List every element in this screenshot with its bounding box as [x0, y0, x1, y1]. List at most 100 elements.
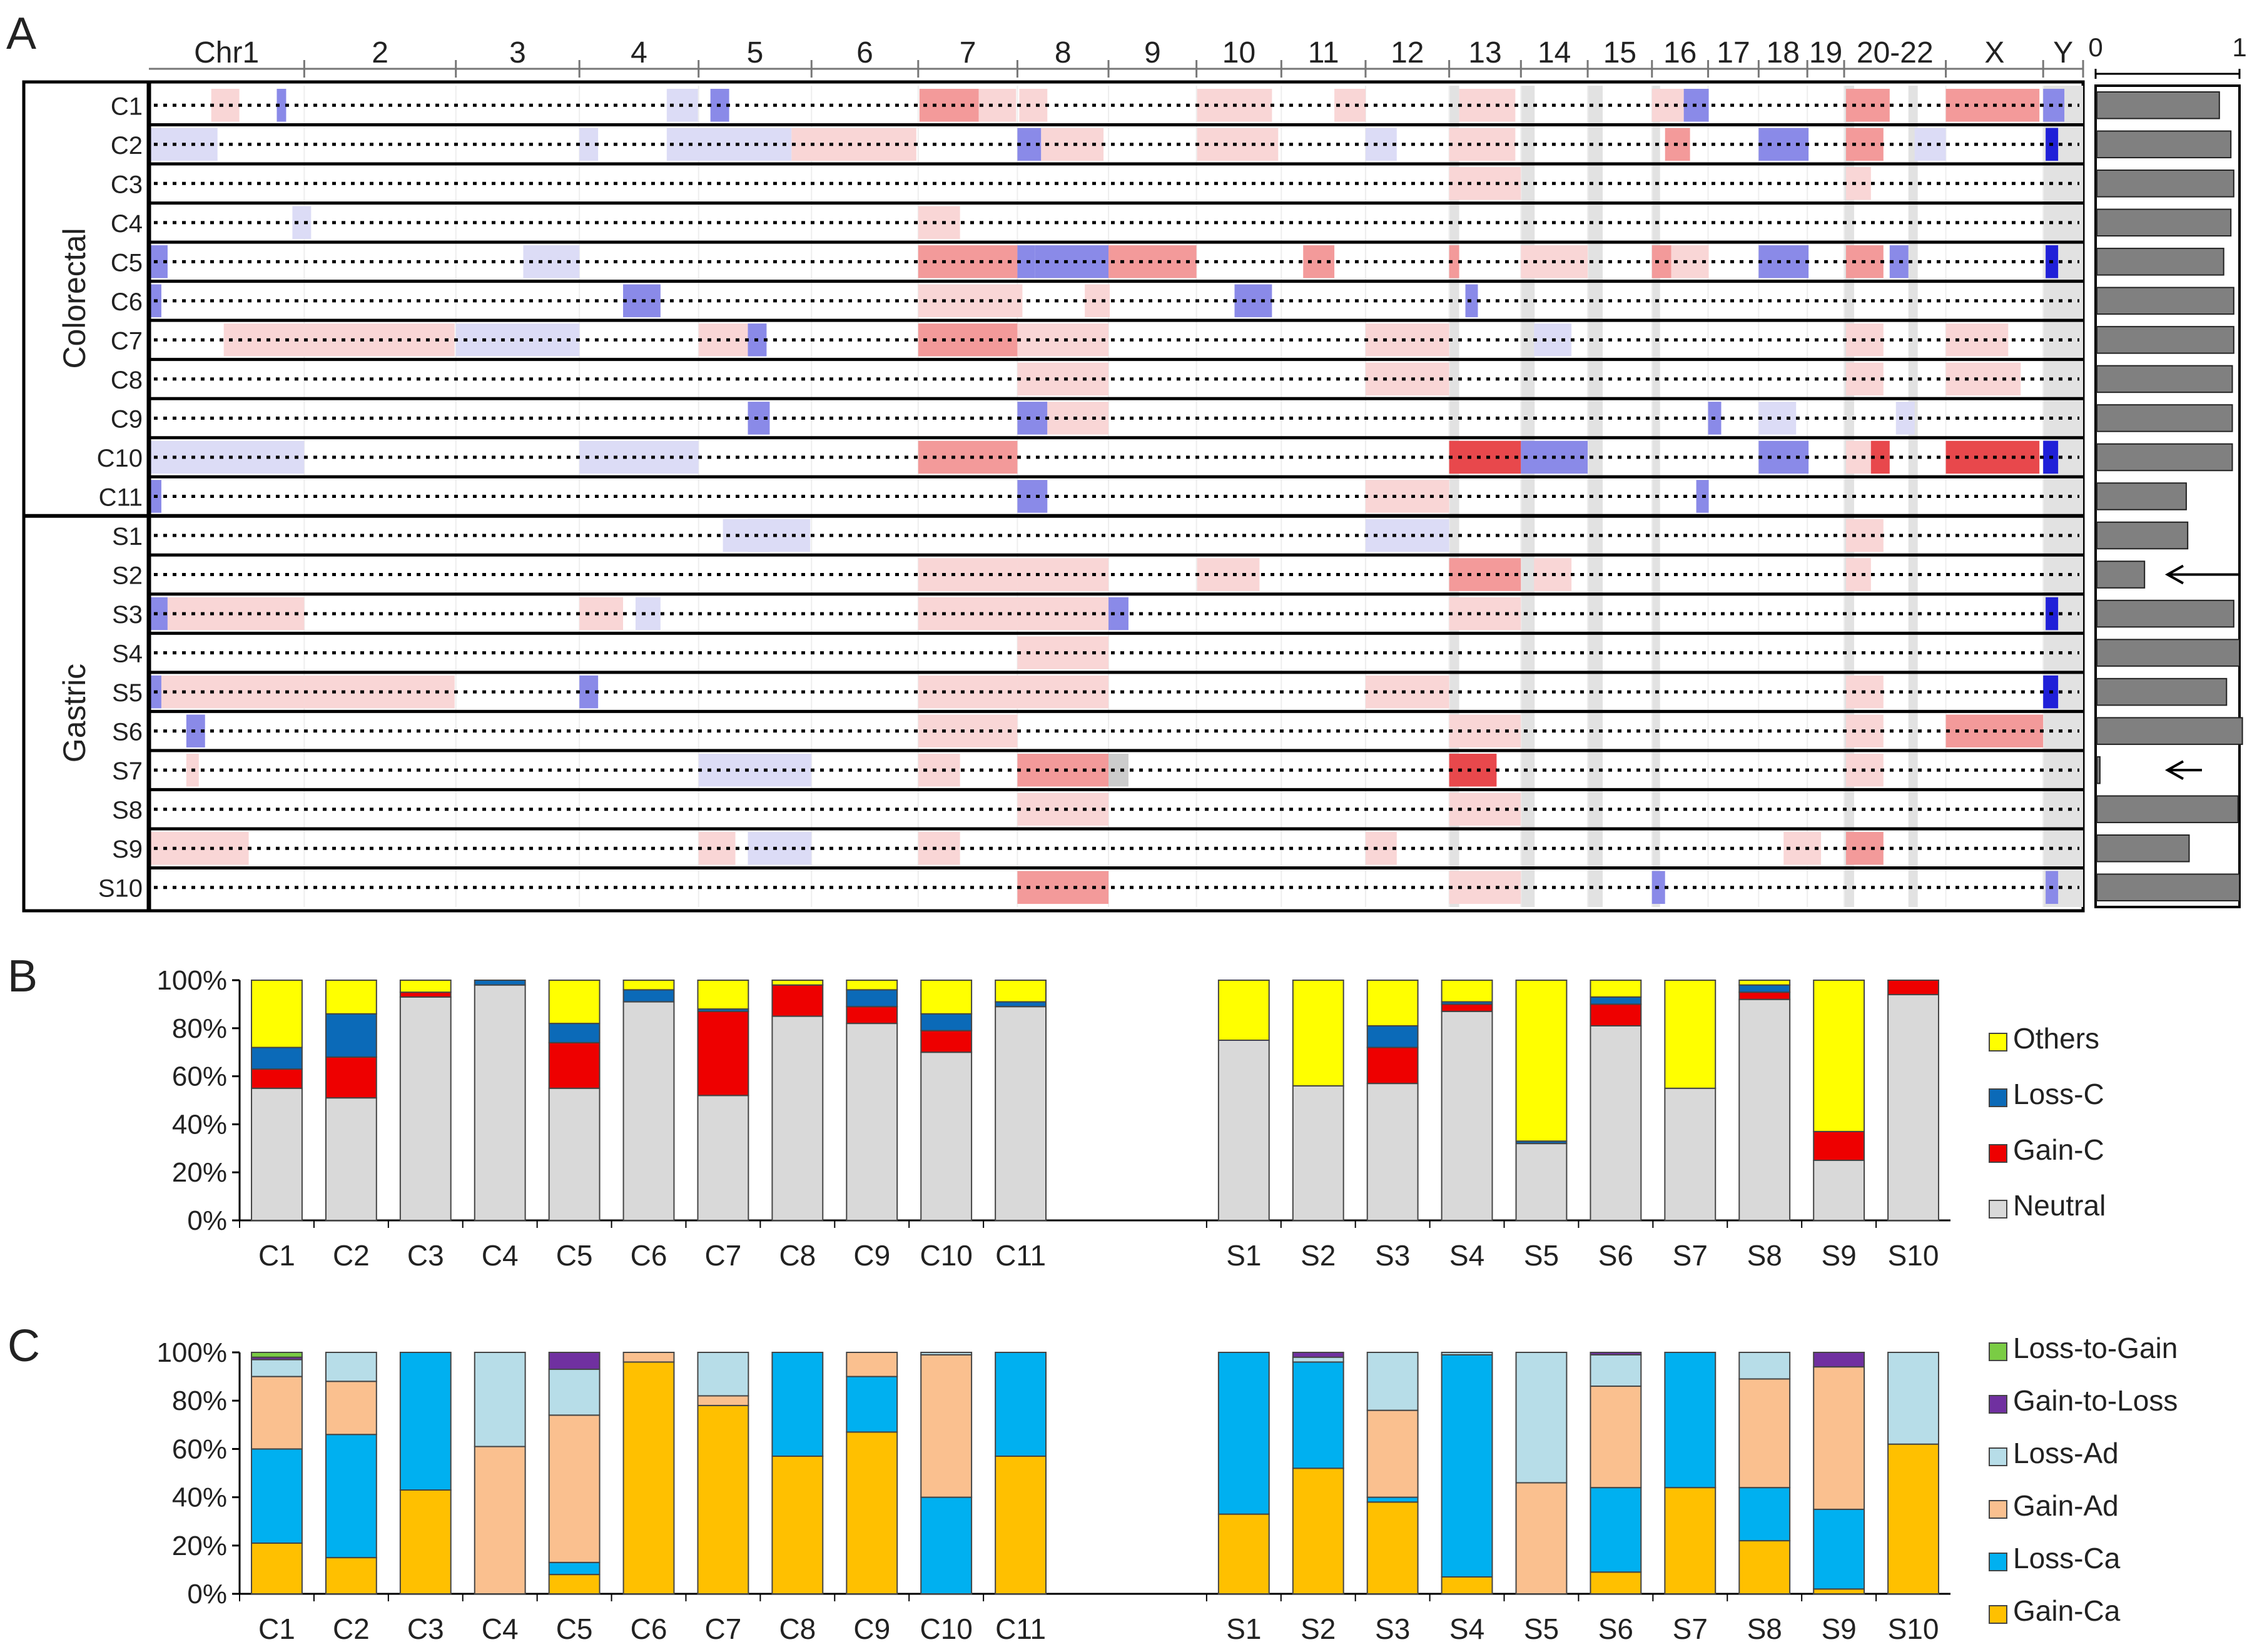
cnv-segment-gain — [1365, 323, 1449, 357]
cnv-segment-loss — [1465, 284, 1478, 318]
bar-s6-gain-ca — [1590, 1571, 1642, 1595]
x-tick-label-s4: S4 — [1449, 1613, 1484, 1645]
bar-c7-gain-ad — [697, 1395, 749, 1406]
chromosome-label-15: 15 — [1603, 36, 1636, 69]
x-tick-label-s6: S6 — [1598, 1239, 1633, 1272]
cnv-segment-loss — [579, 440, 699, 474]
chromosome-header: Chr1 2 3 4 5 6 7 8 9 10 11 12 13 14 15 16 17 18 19 20-22 X Y — [149, 36, 2084, 78]
length-bar-s10 — [2096, 873, 2240, 902]
gray-band — [1588, 86, 1603, 907]
cnv-segment-gain — [1449, 245, 1459, 278]
legend-label-neutral: Neutral — [2013, 1189, 2106, 1222]
bar-c11-neutral — [995, 1006, 1047, 1221]
x-tick-label-c5: C5 — [556, 1239, 593, 1272]
cnv-segment-gain — [167, 597, 305, 631]
x-tick-label-s3: S3 — [1375, 1613, 1410, 1645]
chromosome-label-5: 5 — [747, 36, 764, 69]
chromosome-label-14: 14 — [1538, 36, 1571, 69]
bar-c5-gain-to-loss — [548, 1352, 601, 1371]
bar-c3-others — [399, 980, 452, 993]
bar-s8-gain-ca — [1738, 1540, 1791, 1595]
x-tick-label-c6: C6 — [631, 1613, 667, 1645]
bar-s6-loss-ca — [1590, 1487, 1642, 1573]
x-tick-label-s7: S7 — [1673, 1239, 1708, 1272]
chromosome-label-10: 10 — [1222, 36, 1255, 69]
y-tick-label: 80% — [172, 1386, 227, 1416]
row-label-s9: S9 — [112, 836, 143, 863]
bar-s1-loss-ca — [1217, 1352, 1270, 1515]
bar-s5-others — [1515, 980, 1568, 1142]
cnv-segment-gain — [1845, 440, 1871, 474]
bar-c8-neutral — [771, 1015, 824, 1221]
bar-s4-others — [1441, 980, 1493, 1003]
y-tick-label: 20% — [172, 1157, 227, 1188]
cnv-segment-gain — [1845, 167, 1871, 200]
bar-s9-others — [1813, 980, 1865, 1132]
legend-swatch-gain-c — [1989, 1144, 2007, 1163]
bar-s5-neutral — [1515, 1143, 1568, 1221]
bar-c1-others — [251, 980, 303, 1048]
arrow-indicator-s2 — [2164, 564, 2239, 585]
legend-label-loss-ad: Loss-Ad — [2013, 1437, 2119, 1469]
row-label-c6: C6 — [111, 288, 143, 316]
bar-s3-loss-c — [1366, 1025, 1419, 1048]
chromosome-label-13: 13 — [1468, 36, 1501, 69]
bar-s4-loss-ca — [1441, 1354, 1493, 1578]
length-axis-tick-label: 1 — [2232, 33, 2246, 62]
x-tick-label-c8: C8 — [779, 1613, 816, 1645]
bar-c4-neutral — [474, 984, 526, 1222]
panel-c: C 0% 20% 40% 60% 80% 100% C1 C2 C3 C4 C5 C6 C7 C8 C9 C1… — [8, 1321, 2178, 1645]
sample-row-labels: C1 C2 C3 C4 C5 C6 C7 C8 C9 C10 C11 S1 S2 S3 S4 S5 S6 S7 S8… — [97, 93, 143, 902]
bar-c5-gain-ad — [548, 1414, 601, 1563]
bar-c7-gain-ca — [697, 1404, 749, 1594]
bar-s9-neutral — [1813, 1160, 1865, 1221]
x-tick-label-s5: S5 — [1524, 1613, 1559, 1645]
x-tick-label-s6: S6 — [1598, 1613, 1633, 1645]
bar-c9-gain-ca — [846, 1431, 898, 1594]
bar-c6-loss-c — [622, 989, 675, 1003]
bar-c1-loss-ca — [251, 1448, 303, 1544]
bar-s6-loss-ad — [1590, 1354, 1642, 1387]
bar-s9-gain-c — [1813, 1130, 1865, 1162]
bar-c5-neutral — [548, 1087, 601, 1222]
chromosome-label-9: 9 — [1144, 36, 1161, 69]
y-tick-label: 60% — [172, 1434, 227, 1464]
chromosome-label-16: 16 — [1663, 36, 1697, 69]
x-tick-label-s8: S8 — [1747, 1239, 1782, 1272]
bar-c3-neutral — [399, 996, 452, 1221]
bar-c9-loss-ca — [846, 1376, 898, 1433]
legend-swatch-neutral — [1989, 1200, 2007, 1219]
cnv-segment-loss — [1758, 245, 1809, 278]
bar-c2-loss-ca — [325, 1434, 377, 1559]
panel-b: B 0% 20% 40% 60% 80% 100% C1 C2 C3 C4 C5 C6 C7 C8 C9 C1… — [8, 951, 2106, 1272]
x-tick-label-s2: S2 — [1301, 1239, 1336, 1272]
legend-swatch-gain-ad — [1989, 1500, 2007, 1519]
chromosome-label-2: 2 — [372, 36, 388, 69]
row-label-s4: S4 — [112, 641, 143, 668]
legend-label-loss-to-gain: Loss-to-Gain — [2013, 1332, 2178, 1364]
bar-s5-gain-ad — [1515, 1482, 1568, 1594]
y-tick-label: 0% — [187, 1579, 227, 1609]
legend-swatch-loss-c — [1989, 1088, 2007, 1107]
length-bar-c1 — [2096, 91, 2220, 119]
bar-c7-neutral — [697, 1095, 749, 1221]
length-bar-c10 — [2096, 443, 2233, 472]
bar-c1-neutral — [251, 1087, 303, 1222]
bar-c8-others — [771, 980, 824, 986]
bar-c10-loss-c — [920, 1013, 973, 1031]
bar-s10-gain-c — [1887, 980, 1939, 996]
length-bar-c9 — [2096, 404, 2233, 432]
row-label-c8: C8 — [111, 367, 143, 394]
legend-label-gain-ad: Gain-Ad — [2013, 1489, 2119, 1522]
legend-swatch-others — [1989, 1033, 2007, 1052]
x-tick-label-s10: S10 — [1888, 1239, 1939, 1272]
bar-s8-loss-c — [1738, 984, 1791, 993]
bar-c1-gain-ad — [251, 1376, 303, 1450]
length-bar-c4 — [2096, 208, 2232, 237]
cnv-segment-loss — [1758, 440, 1809, 474]
x-tick-label-s9: S9 — [1821, 1239, 1856, 1272]
length-bar-c3 — [2096, 170, 2234, 198]
bar-s8-loss-ca — [1738, 1487, 1791, 1542]
x-tick-label-s3: S3 — [1375, 1239, 1410, 1272]
